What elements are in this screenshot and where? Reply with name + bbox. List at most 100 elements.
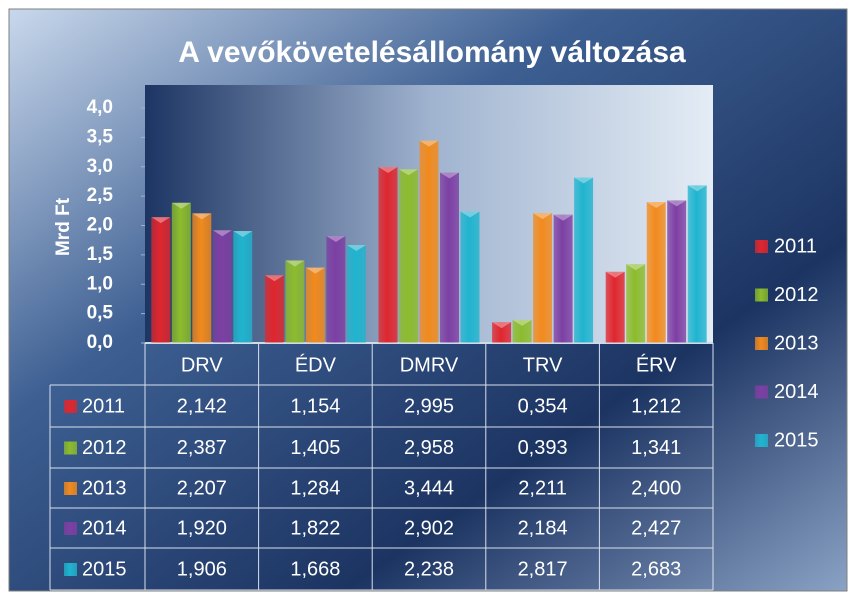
table-cell: 1,920 (177, 517, 227, 539)
bar (419, 140, 439, 343)
y-tick-label: 2,0 (87, 215, 113, 236)
bar (553, 214, 573, 343)
table-cell: 2,142 (177, 395, 227, 417)
legend-label: 2015 (774, 429, 819, 451)
bar (605, 271, 625, 343)
table-category: DMRV (400, 354, 459, 376)
table-cell: 2,958 (404, 437, 454, 459)
table-cell: 1,822 (290, 517, 340, 539)
legend-key (755, 337, 768, 350)
bar (399, 169, 418, 343)
bar (151, 217, 171, 343)
table-legend-key (64, 482, 77, 495)
y-tick-label: 4,0 (87, 97, 113, 118)
bar (646, 202, 666, 343)
table-legend-key (64, 522, 77, 535)
legend-label: 2013 (774, 332, 819, 354)
bar-cap (264, 275, 284, 282)
table-cell: 1,405 (290, 437, 340, 459)
table-cell: 2,207 (177, 477, 227, 499)
table-cell: 2,387 (177, 437, 227, 459)
table-cell: 2,427 (631, 517, 681, 539)
bar-cap (667, 200, 687, 207)
y-tick-label: 3,5 (87, 126, 114, 147)
table-row-header: 2013 (82, 477, 127, 499)
bar (326, 235, 346, 343)
bar (687, 185, 707, 343)
bar-cap (492, 322, 512, 329)
bar (492, 322, 512, 343)
bar-cap (605, 271, 625, 278)
bar-cap (151, 217, 171, 224)
bar (626, 264, 646, 343)
bar-cap (285, 260, 305, 267)
bar-cap (305, 267, 325, 274)
table-cell: 2,817 (518, 558, 568, 580)
bar-cap (399, 169, 418, 176)
legend-label: 2012 (774, 284, 819, 306)
table-row-header: 2014 (82, 517, 127, 539)
legend-key (755, 288, 768, 302)
bar (192, 213, 212, 343)
table-category: ÉDV (295, 353, 337, 376)
table-cell: 2,683 (631, 558, 681, 580)
table-category: ÉRV (636, 353, 677, 376)
y-tick-label: 3,0 (87, 156, 113, 177)
bar-cap (626, 264, 646, 271)
bar (574, 177, 594, 343)
bar-cap (460, 211, 480, 218)
table-cell: 0,354 (518, 395, 568, 417)
bar (264, 275, 284, 343)
table-cell: 1,668 (290, 558, 340, 580)
bar (440, 172, 459, 343)
table-cell: 2,211 (518, 477, 567, 499)
legend-label: 2011 (774, 235, 817, 257)
y-tick-label: 1,5 (87, 244, 114, 265)
bar-cap (346, 245, 366, 252)
table-category: DRV (181, 354, 224, 376)
table-cell: 1,341 (631, 437, 681, 459)
y-tick-label: 1,0 (87, 273, 113, 294)
table-row-header: 2011 (82, 395, 125, 417)
bar (667, 200, 687, 343)
table-category: TRV (523, 354, 563, 376)
bar (378, 167, 398, 343)
table-cell: 1,154 (290, 395, 340, 417)
bar (233, 231, 253, 343)
table-cell: 2,400 (631, 477, 681, 499)
legend-key (755, 434, 768, 447)
bar-cap (326, 235, 346, 242)
legend-key (755, 385, 768, 399)
table-cell: 2,902 (404, 517, 454, 539)
bar-cap (440, 172, 459, 179)
bar (305, 267, 325, 343)
y-tick-label: 2,5 (87, 185, 114, 206)
y-tick-label: 0,0 (87, 332, 113, 353)
y-axis-label: Mrd Ft (53, 197, 74, 256)
bar-cap (212, 230, 232, 237)
table-legend-key (64, 400, 77, 413)
bar-cap (553, 214, 573, 221)
bar (460, 211, 480, 343)
bar-cap (512, 319, 532, 326)
bar (533, 213, 553, 343)
bar (285, 260, 305, 343)
bar (212, 230, 232, 343)
bar-cap (192, 213, 212, 220)
table-cell: 1,906 (177, 558, 227, 580)
bar-cap (378, 167, 398, 174)
table-row-header: 2012 (82, 437, 127, 459)
table-cell: 1,284 (290, 477, 340, 499)
legend-key (755, 240, 768, 253)
bar-cap (419, 140, 439, 147)
y-tick-label: 0,5 (87, 303, 114, 324)
table-cell: 2,238 (404, 558, 454, 580)
bar-cap (574, 177, 594, 184)
table-cell: 1,212 (631, 395, 681, 417)
bar-cap (171, 202, 191, 209)
bar (346, 245, 366, 343)
legend-label: 2014 (774, 381, 819, 403)
bar-cap (233, 231, 253, 238)
table-cell: 0,393 (518, 437, 568, 459)
